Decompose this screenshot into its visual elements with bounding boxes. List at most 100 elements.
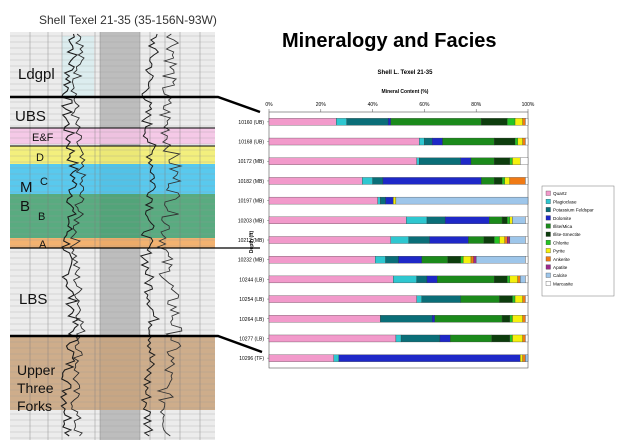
legend-swatch — [545, 207, 551, 213]
bar-segment — [499, 295, 513, 303]
bar-segment — [468, 236, 485, 244]
unit-label: Forks — [17, 398, 52, 414]
bar-segment — [408, 236, 430, 244]
bar-segment — [514, 118, 523, 126]
bar-segment — [525, 118, 529, 126]
bar-segment — [525, 295, 529, 303]
bar-segment — [512, 334, 523, 343]
bar-segment — [450, 334, 492, 343]
legend-label: Dolomite — [553, 216, 572, 221]
unit-label: M — [20, 179, 33, 196]
bar-segment — [268, 334, 397, 343]
bar-segment — [421, 256, 448, 264]
bar-segment — [416, 157, 420, 165]
bar-segment — [504, 177, 511, 185]
bar-segment — [520, 275, 526, 284]
bar-segment — [512, 157, 521, 165]
unit-label: B — [38, 211, 45, 223]
bar-segment — [494, 236, 500, 244]
bar-segment — [483, 236, 495, 244]
bar-segment — [447, 256, 461, 264]
y-tick-label: 10232 (MB) — [238, 258, 264, 264]
bar-segment — [517, 137, 523, 146]
bar-segment — [268, 118, 337, 126]
bar-segment — [509, 334, 513, 343]
bar-segment — [426, 275, 438, 284]
legend-label: Apatite — [553, 265, 568, 270]
bar-segment — [494, 275, 508, 284]
x-tick-label: 40% — [368, 102, 379, 108]
bar-segment — [494, 137, 516, 146]
unit-label: LBS — [19, 291, 47, 308]
bar-segment — [380, 196, 386, 205]
bar-segment — [509, 315, 513, 323]
bar-segment — [460, 157, 472, 165]
facies-band — [10, 164, 215, 194]
log-curve — [139, 33, 161, 437]
bar-segment — [268, 275, 394, 284]
bar-segment — [507, 275, 511, 284]
bar-segment — [268, 137, 420, 146]
chart-title: Shell L. Texel 21-35 — [378, 70, 434, 76]
bar-segment — [439, 334, 451, 343]
bar-segment — [372, 177, 384, 185]
bar-segment — [268, 196, 378, 205]
bar-segment — [390, 236, 410, 244]
bar-segment — [387, 118, 391, 126]
legend-swatch — [545, 231, 551, 237]
y-tick-label: 10244 (LB) — [239, 277, 264, 283]
bar-segment — [499, 236, 505, 244]
bar-segment — [375, 256, 386, 264]
bar-segment — [525, 354, 529, 362]
bar-segment — [442, 137, 495, 146]
bar-segment — [507, 216, 511, 224]
bar-segment — [525, 177, 529, 185]
bar-segment — [507, 236, 511, 244]
bar-segment — [509, 177, 526, 185]
legend-swatch — [545, 281, 551, 286]
bar-segment — [268, 354, 334, 362]
legend-label: Chlorite — [553, 240, 569, 245]
legend-swatch — [545, 190, 551, 196]
legend-label: Quartz — [553, 191, 567, 196]
bar-segment — [460, 256, 464, 264]
bar-segment — [421, 295, 461, 303]
bar-segment — [512, 315, 523, 323]
legend-label: Calcite — [553, 273, 567, 278]
bar-segment — [460, 295, 500, 303]
bar-segment — [338, 354, 521, 362]
bar-segment — [268, 177, 363, 185]
y-tick-label: 10254 (LB) — [239, 297, 264, 303]
log-curve — [156, 33, 183, 437]
legend-label: Pyrite — [553, 249, 565, 254]
bar-segment — [434, 315, 503, 323]
bar-segment — [424, 137, 433, 146]
bar-segment — [525, 334, 529, 343]
legend-label: Illite/Mica — [553, 224, 573, 229]
legend-swatch — [545, 248, 551, 254]
y-tick-label: 10264 (LB) — [239, 317, 264, 323]
legend-label: Illite-Smectite — [553, 232, 581, 237]
bar-segment — [429, 236, 469, 244]
bar-segment — [398, 256, 422, 264]
legend-swatch — [545, 240, 551, 245]
bar-segment — [525, 315, 529, 323]
log-curve — [60, 33, 81, 437]
bar-segment — [488, 216, 503, 224]
y-axis-label: Depth (ft) — [249, 231, 255, 254]
bar-segment — [463, 256, 472, 264]
bar-segment — [509, 216, 513, 224]
x-tick-label: 60% — [419, 102, 430, 108]
bar-segment — [501, 177, 505, 185]
bar-segment — [432, 315, 435, 323]
bar-segment — [522, 137, 526, 146]
unit-label: UBS — [15, 108, 46, 125]
bar-segment — [514, 137, 518, 146]
bar-segment — [476, 256, 526, 264]
bar-segment — [509, 157, 513, 165]
legend: Quartz Plagioclase Potassium Feldspar Dolom… — [541, 185, 615, 297]
bar-segment — [390, 118, 482, 126]
legend-label: Plagioclase — [553, 199, 577, 204]
bar-segment — [380, 315, 433, 323]
